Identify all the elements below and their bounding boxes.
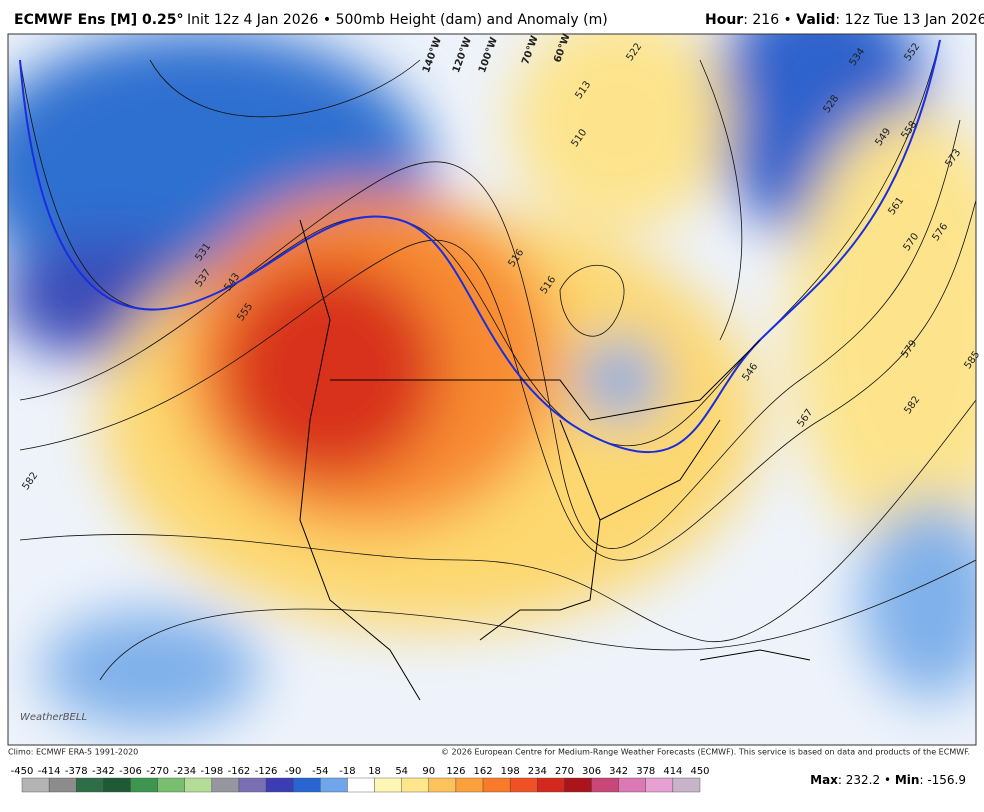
colorbar-segment	[184, 777, 213, 793]
colorbar-segment	[482, 777, 511, 793]
colorbar-tick-label: -90	[285, 766, 301, 777]
hour-value: : 216 •	[743, 12, 796, 28]
colorbar-segment	[401, 777, 429, 793]
colorbar-tick-label: 450	[690, 766, 709, 777]
colorbar-segment	[238, 777, 267, 793]
colorbar-segment	[21, 777, 50, 793]
colorbar-tick-label: -342	[92, 766, 115, 777]
copyright: © 2026 European Centre for Medium-Range …	[441, 748, 970, 757]
climo: Climo: ECMWF ERA-5 1991-2020	[8, 748, 138, 757]
run: Init 12z 4 Jan 2026 • 500mb Height (dam)…	[187, 12, 608, 28]
height-540-line	[19, 39, 941, 454]
max-min: Max: 232.2 • Min: -156.9	[810, 773, 966, 787]
colorbar-tick-label: 198	[501, 766, 520, 777]
colorbar-segment	[564, 777, 592, 793]
colorbar-segment	[509, 777, 538, 793]
colorbar-tick-label: 306	[582, 766, 601, 777]
colorbar-tick-label: -54	[312, 766, 328, 777]
colorbar-tick-label: -234	[173, 766, 196, 777]
colorbar-tick-label: 270	[555, 766, 574, 777]
valid-value: : 12z Tue 13 Jan 2026	[835, 12, 984, 28]
colorbar: -450 -414 -378 -342 -306 -270 -234 -198 -162 -126…	[11, 766, 710, 793]
colorbar-tick-label: -162	[228, 766, 251, 777]
colorbar-segment	[76, 777, 104, 793]
colorbar-tick-label: 378	[636, 766, 655, 777]
colorbar-tick-label: -414	[38, 766, 61, 777]
hour: Hour: 216 • Valid: 12z Tue 13 Jan 2026	[705, 12, 984, 28]
max-value: 232.2	[846, 773, 880, 787]
map	[8, 34, 976, 745]
colorbar-tick-label: -450	[11, 766, 34, 777]
colorbar-segment	[211, 777, 240, 793]
colorbar-tick-label: 414	[663, 766, 682, 777]
colorbar-tick-label: 126	[446, 766, 465, 777]
colorbar-segment	[320, 777, 348, 793]
colorbar-segment	[374, 777, 402, 793]
colorbar-tick-label: -18	[339, 766, 355, 777]
colorbar-segment	[537, 777, 565, 793]
colorbar-tick-label: 162	[473, 766, 492, 777]
colorbar-tick-label: -126	[255, 766, 278, 777]
colorbar-segment	[293, 777, 321, 793]
min-label: Min	[895, 773, 920, 787]
colorbar-segment	[157, 777, 185, 793]
colorbar-segment	[672, 777, 701, 793]
colon: :	[838, 773, 846, 787]
sep: •	[880, 773, 895, 787]
colorbar-segment	[618, 777, 646, 793]
model: ECMWF Ens [M] 0.25°	[14, 12, 184, 28]
colorbar-tick-label: 90	[422, 766, 435, 777]
max-label: Max	[810, 773, 838, 787]
colorbar-tick-label: 234	[528, 766, 547, 777]
min-value: -156.9	[927, 773, 966, 787]
colorbar-segment	[48, 777, 77, 793]
coastlines	[299, 219, 811, 701]
colorbar-tick-label: -270	[146, 766, 169, 777]
colorbar-segment	[265, 777, 294, 793]
colorbar-segment	[645, 777, 674, 793]
colorbar-tick-label: -306	[119, 766, 142, 777]
map-frame	[7, 33, 977, 746]
colon2: :	[919, 773, 927, 787]
colorbar-tick-label: -378	[65, 766, 88, 777]
colorbar-segment	[455, 777, 484, 793]
hour-label: Hour	[705, 12, 743, 28]
colorbar-segment	[130, 777, 158, 793]
colorbar-tick-label: -198	[200, 766, 223, 777]
colorbar-tick-label: 342	[609, 766, 628, 777]
brand: WeatherBELL	[20, 712, 87, 723]
colorbar-tick-label: 54	[395, 766, 408, 777]
colorbar-segment	[591, 777, 619, 793]
colorbar-segment	[428, 777, 457, 793]
colorbar-tick-label: 18	[368, 766, 381, 777]
valid-label: Valid	[796, 12, 835, 28]
colorbar-segment	[347, 777, 375, 793]
colorbar-segment	[103, 777, 131, 793]
